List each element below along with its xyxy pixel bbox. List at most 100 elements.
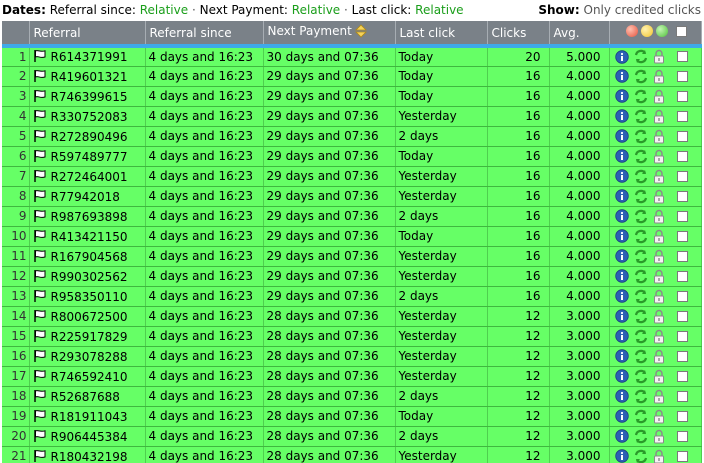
recycle-icon[interactable] xyxy=(633,109,649,124)
recycle-icon[interactable] xyxy=(633,429,649,444)
row-checkbox[interactable] xyxy=(676,90,688,102)
yellow-circle-icon[interactable] xyxy=(640,25,653,37)
info-icon[interactable] xyxy=(614,289,629,303)
info-icon[interactable] xyxy=(614,369,629,383)
show-filter-link[interactable]: Only credited clicks xyxy=(583,3,702,17)
lock-icon[interactable] xyxy=(653,69,665,84)
table-row[interactable]: 14 R800672500 4 days and 16:23 28 days and … xyxy=(2,306,702,327)
row-checkbox[interactable] xyxy=(676,230,688,242)
last-click-mode-link[interactable]: Relative xyxy=(415,3,464,17)
info-icon[interactable] xyxy=(614,129,629,143)
recycle-icon[interactable] xyxy=(633,69,649,84)
table-row[interactable]: 1 R614371991 4 days and 16:23 30 days and 0… xyxy=(2,46,702,67)
row-checkbox[interactable] xyxy=(676,450,688,462)
table-row[interactable]: 8 R77942018 4 days and 16:23 29 days and 07… xyxy=(2,186,702,207)
select-all-checkbox[interactable] xyxy=(675,25,687,37)
flag-icon[interactable] xyxy=(33,269,51,284)
row-checkbox[interactable] xyxy=(676,390,688,402)
row-checkbox[interactable] xyxy=(676,370,688,382)
row-checkbox[interactable] xyxy=(676,51,688,63)
table-row[interactable]: 16 R293078288 4 days and 16:23 28 days and … xyxy=(2,346,702,367)
info-icon[interactable] xyxy=(614,269,629,283)
referral-since-mode-link[interactable]: Relative xyxy=(139,3,189,17)
table-row[interactable]: 18 R52687688 4 days and 16:23 28 days and 0… xyxy=(2,386,702,407)
flag-icon[interactable] xyxy=(33,229,51,244)
table-row[interactable]: 12 R990302562 4 days and 16:23 29 days and … xyxy=(2,266,702,287)
recycle-icon[interactable] xyxy=(633,309,649,324)
recycle-icon[interactable] xyxy=(633,289,649,304)
info-icon[interactable] xyxy=(614,249,629,263)
row-checkbox[interactable] xyxy=(676,430,688,442)
row-checkbox[interactable] xyxy=(676,310,688,322)
table-row[interactable]: 6 R597489777 4 days and 16:23 29 days and 0… xyxy=(2,146,702,167)
info-icon[interactable] xyxy=(614,189,629,203)
table-row[interactable]: 19 R181911043 4 days and 16:23 28 days and … xyxy=(2,406,702,427)
green-circle-icon[interactable] xyxy=(655,25,668,37)
lock-icon[interactable] xyxy=(653,369,665,384)
lock-icon[interactable] xyxy=(653,309,665,324)
recycle-icon[interactable] xyxy=(633,49,649,64)
table-row[interactable]: 21 R180432198 4 days and 16:23 28 days and … xyxy=(2,446,702,463)
row-checkbox[interactable] xyxy=(676,330,688,342)
row-checkbox[interactable] xyxy=(676,170,688,182)
recycle-icon[interactable] xyxy=(633,269,649,284)
lock-icon[interactable] xyxy=(653,329,665,344)
lock-icon[interactable] xyxy=(653,89,665,104)
info-icon[interactable] xyxy=(614,169,629,183)
flag-icon[interactable] xyxy=(33,189,51,204)
table-row[interactable]: 11 R167904568 4 days and 16:23 29 days and … xyxy=(2,246,702,267)
sort-icon[interactable] xyxy=(354,24,367,41)
header-referral[interactable]: Referral xyxy=(29,21,146,48)
flag-icon[interactable] xyxy=(33,429,51,444)
recycle-icon[interactable] xyxy=(633,349,649,364)
table-row[interactable]: 20 R906445384 4 days and 16:23 28 days and … xyxy=(2,426,702,447)
flag-icon[interactable] xyxy=(33,329,51,344)
lock-icon[interactable] xyxy=(653,249,665,264)
recycle-icon[interactable] xyxy=(633,89,649,104)
info-icon[interactable] xyxy=(614,50,629,64)
recycle-icon[interactable] xyxy=(633,229,649,244)
flag-icon[interactable] xyxy=(33,129,51,144)
lock-icon[interactable] xyxy=(653,129,665,144)
lock-icon[interactable] xyxy=(653,289,665,304)
lock-icon[interactable] xyxy=(653,349,665,364)
info-icon[interactable] xyxy=(614,89,629,103)
flag-icon[interactable] xyxy=(33,289,51,304)
row-checkbox[interactable] xyxy=(676,130,688,142)
flag-icon[interactable] xyxy=(33,209,51,224)
recycle-icon[interactable] xyxy=(633,209,649,224)
info-icon[interactable] xyxy=(614,229,629,243)
table-row[interactable]: 10 R413421150 4 days and 16:23 29 days and … xyxy=(2,226,702,247)
lock-icon[interactable] xyxy=(653,449,665,463)
row-checkbox[interactable] xyxy=(676,250,688,262)
table-row[interactable]: 3 R746399615 4 days and 16:23 29 days and 0… xyxy=(2,86,702,107)
table-row[interactable]: 17 R746592410 4 days and 16:23 28 days and … xyxy=(2,366,702,387)
recycle-icon[interactable] xyxy=(633,149,649,164)
header-last-click[interactable]: Last click xyxy=(395,21,488,48)
row-checkbox[interactable] xyxy=(676,110,688,122)
recycle-icon[interactable] xyxy=(633,369,649,384)
flag-icon[interactable] xyxy=(33,249,51,264)
row-checkbox[interactable] xyxy=(676,290,688,302)
info-icon[interactable] xyxy=(614,309,629,323)
recycle-icon[interactable] xyxy=(633,449,649,463)
recycle-icon[interactable] xyxy=(633,389,649,404)
info-icon[interactable] xyxy=(614,389,629,403)
header-next-payment[interactable]: Next Payment xyxy=(263,21,396,48)
recycle-icon[interactable] xyxy=(633,329,649,344)
row-checkbox[interactable] xyxy=(676,270,688,282)
info-icon[interactable] xyxy=(614,329,629,343)
info-icon[interactable] xyxy=(614,349,629,363)
lock-icon[interactable] xyxy=(653,109,665,124)
lock-icon[interactable] xyxy=(653,169,665,184)
info-icon[interactable] xyxy=(614,109,629,123)
header-clicks[interactable]: Clicks xyxy=(487,21,550,48)
table-row[interactable]: 2 R419601321 4 days and 16:23 29 days and 0… xyxy=(2,66,702,87)
info-icon[interactable] xyxy=(614,69,629,83)
lock-icon[interactable] xyxy=(653,229,665,244)
recycle-icon[interactable] xyxy=(633,409,649,424)
flag-icon[interactable] xyxy=(33,309,51,324)
recycle-icon[interactable] xyxy=(633,129,649,144)
next-payment-mode-link[interactable]: Relative xyxy=(291,3,341,17)
flag-icon[interactable] xyxy=(33,50,51,64)
